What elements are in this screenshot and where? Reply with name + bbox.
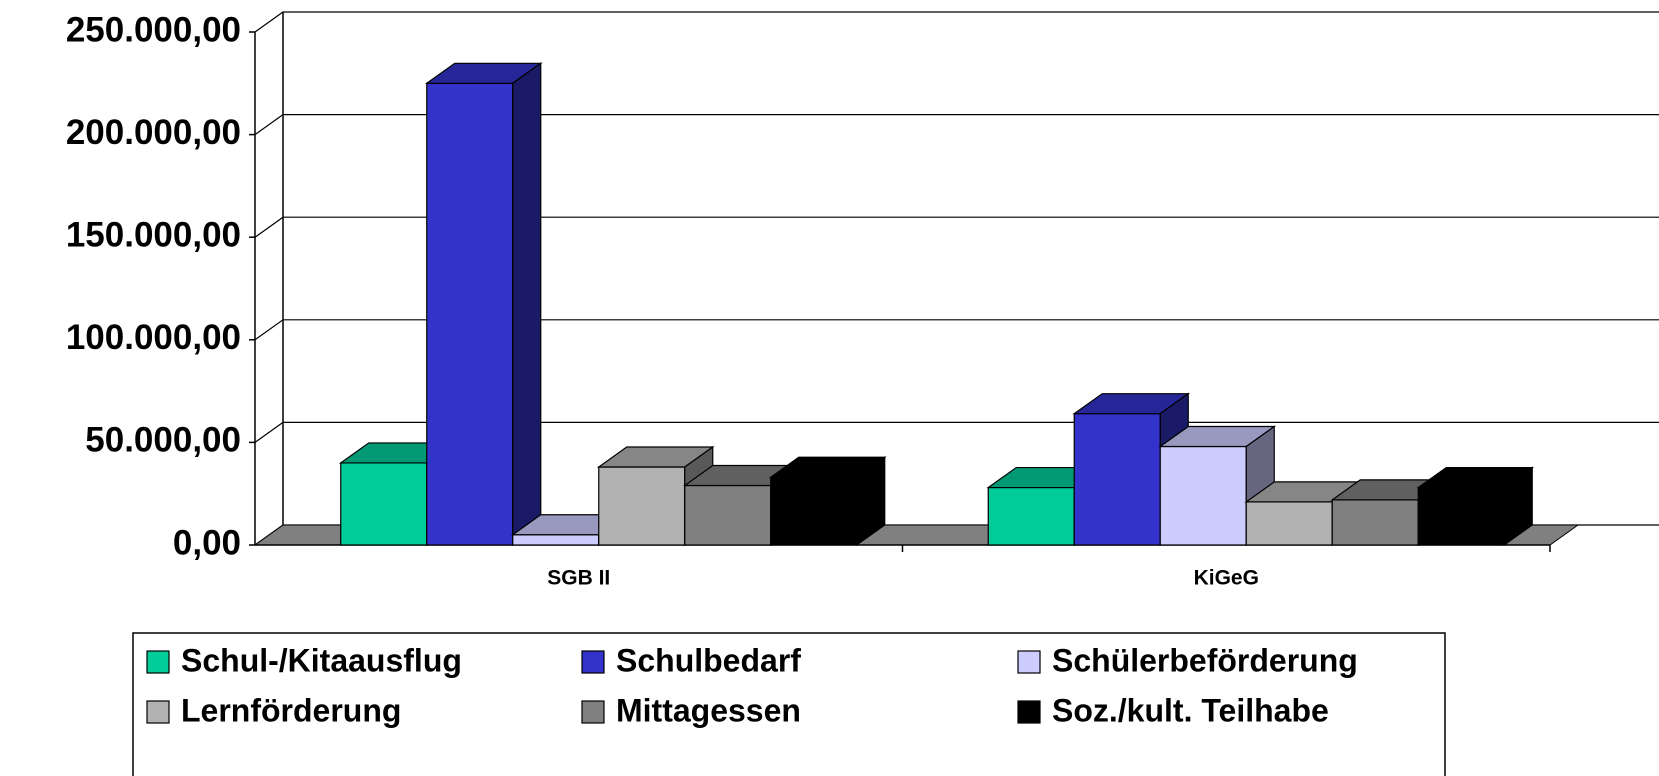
legend-box	[132, 632, 1446, 776]
legend-swatch	[1017, 650, 1041, 674]
legend-swatch	[146, 700, 170, 724]
x-tick-label: SGB II	[547, 567, 610, 590]
y-tick-label: 100.000,00	[66, 318, 241, 357]
bar	[1331, 499, 1419, 546]
legend-swatch	[1017, 700, 1041, 724]
x-tick-label: KiGeG	[1194, 567, 1259, 590]
y-tick-label: 50.000,00	[85, 421, 241, 460]
legend-swatch	[581, 650, 605, 674]
bar	[340, 462, 428, 546]
bar	[1245, 501, 1333, 546]
bar	[1073, 413, 1161, 546]
bar	[512, 534, 600, 546]
bar	[684, 484, 772, 546]
bar	[598, 466, 686, 546]
bar-side	[1503, 466, 1533, 547]
grid-line	[254, 421, 1659, 443]
y-tick-label: 0,00	[173, 523, 241, 562]
grid-line	[254, 113, 1659, 136]
bar	[426, 82, 514, 546]
bar	[987, 486, 1075, 546]
legend-label: Soz./kult. Teilhabe	[1052, 692, 1329, 728]
legend-label: Mittagessen	[616, 692, 801, 728]
y-tick-label: 250.000,00	[66, 10, 241, 49]
grid-line	[254, 216, 1659, 238]
legend-label: Schulbedarf	[616, 642, 801, 678]
grid-line	[254, 319, 1659, 341]
legend-label: Schülerbeförderung	[1052, 642, 1358, 678]
legend-swatch	[581, 700, 605, 724]
legend-label: Schul-/Kitaausflug	[181, 642, 462, 678]
bar-side	[856, 456, 886, 547]
y-tick-label: 150.000,00	[66, 215, 241, 254]
bar	[1159, 445, 1247, 546]
bar	[770, 476, 858, 546]
y-tick-label: 200.000,00	[66, 113, 241, 152]
grid-line	[254, 11, 1659, 33]
bar	[1417, 486, 1505, 546]
legend-label: Lernförderung	[181, 692, 401, 728]
legend-swatch	[146, 650, 170, 674]
bar-side	[512, 62, 542, 547]
